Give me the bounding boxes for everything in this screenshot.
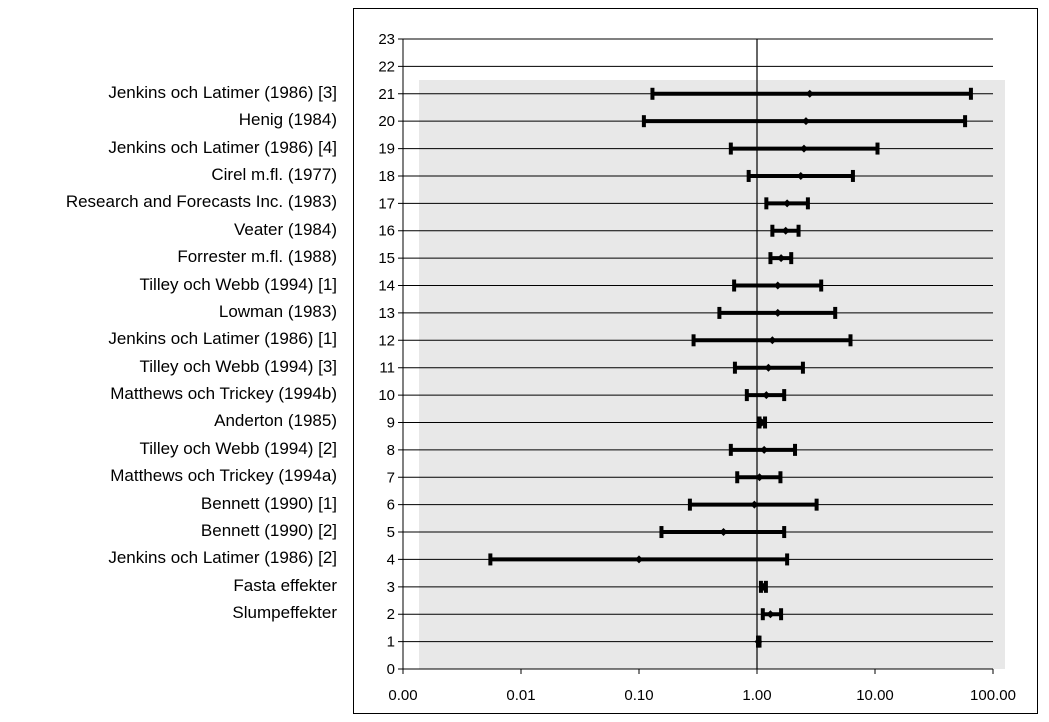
y-tick-label: 3 [387,579,395,596]
study-label: Cirel m.fl. (1977) [211,164,337,184]
study-label: Forrester m.fl. (1988) [177,247,337,267]
study-label: Fasta effekter [233,575,337,595]
point-estimate [760,445,769,454]
y-tick-label: 20 [378,113,395,130]
study-label: Research and Forecasts Inc. (1983) [65,192,337,212]
point-estimate [805,89,814,98]
point-estimate [762,391,771,400]
x-tick-label: 1.00 [742,687,771,704]
point-estimate [783,199,792,208]
point-estimate [799,144,808,153]
study-label: Bennett (1990) [2] [200,521,337,541]
x-tick-label: 100.00 [970,687,1016,704]
y-tick-label: 17 [378,195,395,212]
study-label: Lowman (1983) [218,301,337,321]
point-estimate [757,418,766,427]
point-estimate [759,582,768,591]
study-label: Slumpeffekter [232,603,337,623]
study-label: Jenkins och Latimer (1986) [4] [108,137,337,157]
y-tick-label: 8 [387,442,395,459]
y-tick-label: 13 [378,305,395,322]
study-label: Jenkins och Latimer (1986) [3] [108,82,337,102]
y-tick-label: 7 [387,469,395,486]
point-estimate [781,226,790,235]
point-estimate [635,555,643,564]
chart-frame: 0 1 2 3 4 5 6 7 8 9 10 11 12 13 14 15 16 17 18 19 20 21 22 23 0… [353,8,1038,714]
study-label: Bennett (1990) [1] [200,493,337,513]
study-label: Anderton (1985) [214,411,337,431]
point-estimate [768,336,777,345]
y-tick-label: 21 [378,86,395,103]
point-estimate [777,254,786,263]
point-estimate [750,500,759,509]
y-tick-label: 9 [387,414,395,431]
y-tick-label: 22 [378,58,395,75]
y-tick-label: 6 [387,497,395,514]
y-tick-label: 18 [378,168,395,185]
y-tick-label: 10 [378,387,395,404]
y-tick-label: 4 [387,551,395,568]
study-label: Matthews och Trickey (1994a) [110,466,337,486]
study-label: Matthews och Trickey (1994b) [110,384,337,404]
plot-area-background [419,80,1005,669]
y-tick-label: 0 [387,661,395,678]
point-estimate [773,281,782,290]
point-estimate [773,308,782,317]
point-estimate [755,473,764,482]
y-tick-label: 16 [378,223,395,240]
x-tick-label: 0.00 [388,687,417,704]
y-tick-label: 2 [387,606,395,623]
point-estimate [796,171,805,180]
study-label: Tilley och Webb (1994) [1] [139,274,337,294]
y-tick-label: 23 [378,31,395,48]
y-tick-label: 19 [378,141,395,158]
point-estimate [766,610,775,619]
x-tick-label: 10.00 [856,687,894,704]
study-label: Jenkins och Latimer (1986) [2] [108,548,337,568]
point-estimate [719,528,728,537]
study-label: Henig (1984) [238,110,337,130]
y-tick-label: 11 [379,360,395,377]
x-tick-label: 0.10 [624,687,653,704]
point-estimate [754,637,763,646]
y-tick-label: 12 [378,332,395,349]
y-tick-label: 14 [378,278,395,295]
y-tick-label: 15 [378,250,395,267]
study-label: Tilley och Webb (1994) [3] [139,356,337,376]
x-tick-label: 0.01 [506,687,535,704]
point-estimate [801,117,810,126]
y-tick-label: 5 [387,524,395,541]
study-label: Tilley och Webb (1994) [2] [139,438,337,458]
study-label: Veater (1984) [233,219,337,239]
point-estimate [764,363,773,372]
y-tick-label: 1 [387,634,395,651]
study-label: Jenkins och Latimer (1986) [1] [108,329,337,349]
